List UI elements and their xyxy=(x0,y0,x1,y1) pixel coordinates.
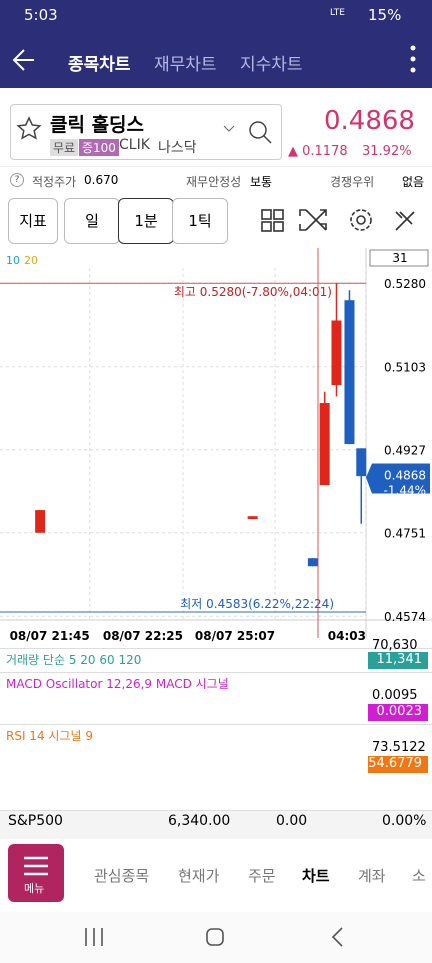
market-value: 6,340.00 xyxy=(168,813,231,829)
stock-box[interactable] xyxy=(10,104,282,160)
market-row xyxy=(0,810,432,839)
x-tick-label: 04:03 xyxy=(328,629,366,643)
tab[interactable]: 재무차트 xyxy=(154,55,217,75)
volume-panel xyxy=(0,648,432,673)
divider xyxy=(0,166,432,167)
y-tick-label: 0.5103 xyxy=(384,361,426,375)
macd-panel xyxy=(0,672,432,725)
legend-entry: 10 xyxy=(6,254,20,267)
legend-entry: 20 xyxy=(24,254,38,267)
system-nav xyxy=(0,912,432,963)
price-tag-label: 0.4868 xyxy=(384,469,426,483)
price-chart: 10 20 31 0.5280 0.5103 0.4927 0.4751 0.4574 08/0… xyxy=(0,248,432,643)
status-network: LTE xyxy=(330,8,345,18)
help-icon[interactable]: ? xyxy=(10,173,24,187)
market-change: 0.00 xyxy=(276,813,308,829)
menu-icon xyxy=(24,856,48,876)
price-change: ▲ 0.1178 xyxy=(288,144,348,159)
search-icons[interactable] xyxy=(220,118,274,146)
stock-name: 클릭 홀딩스 xyxy=(50,114,145,136)
x-tick-label: 08/07 22:25 xyxy=(103,629,183,643)
indicator-title: MACD Oscillator 12,26,9 MACD 시그널 xyxy=(6,677,229,691)
back-button[interactable] xyxy=(10,46,38,74)
status-battery: 15% xyxy=(368,6,402,24)
badge: 증100 xyxy=(79,139,119,156)
exchange: 나스닥 xyxy=(158,140,197,156)
indicator-current: 54.6779 xyxy=(368,756,428,773)
toolbar-icons[interactable] xyxy=(260,206,424,236)
candle-body xyxy=(247,516,258,520)
indicator-current: 11,341 xyxy=(368,652,428,669)
indicator-title: 거래량 단순 5 20 60 120 xyxy=(6,653,142,667)
nav-item[interactable]: 관심종목 xyxy=(94,867,150,885)
favorite-star[interactable] xyxy=(16,116,42,142)
info-label: 경쟁우위 xyxy=(330,175,375,189)
ticker: CLIK xyxy=(119,137,150,153)
status-time: 5:03 xyxy=(24,6,58,24)
price-change-pct: 31.92% xyxy=(362,144,412,159)
price: 0.4868 xyxy=(324,106,415,136)
toolbar-button[interactable]: 1분 xyxy=(118,198,174,244)
period-label: 31 xyxy=(392,251,407,265)
indicator-current: 0.0023 xyxy=(368,704,428,721)
candle-body xyxy=(331,320,342,386)
nav-item[interactable]: 주문 xyxy=(248,867,276,885)
x-tick-label: 08/07 21:45 xyxy=(10,629,90,643)
indicator-title: RSI 14 시그널 9 xyxy=(6,729,93,743)
y-tick-label: 0.4927 xyxy=(384,444,426,458)
nav-item[interactable]: 차트 xyxy=(302,867,330,885)
toolbar-button[interactable]: 1틱 xyxy=(172,198,228,244)
y-tick-label: 0.4751 xyxy=(384,527,426,541)
period-box xyxy=(369,249,429,267)
more-menu[interactable] xyxy=(408,44,418,74)
info-label: 재무안정성 xyxy=(186,175,242,189)
low-annotation: 최저 0.4583(6.22%,22:24) xyxy=(180,597,334,611)
x-tick-label: 08/07 25:07 xyxy=(195,629,275,643)
candle-body xyxy=(319,403,330,486)
nav-item[interactable]: 현재가 xyxy=(178,867,220,885)
indicator-top-value: 70,630 xyxy=(372,638,418,653)
candle-body xyxy=(35,510,46,533)
candle-body xyxy=(344,300,355,445)
candle-body xyxy=(307,558,318,567)
app-header xyxy=(0,0,432,88)
indicator-top-value: 73.5122 xyxy=(372,740,426,755)
info-value: 없음 xyxy=(402,175,425,189)
toolbar-button[interactable]: 지표 xyxy=(8,198,58,244)
rsi-panel xyxy=(0,724,432,777)
tab[interactable]: 지수차트 xyxy=(240,55,303,75)
info-value: 0.670 xyxy=(84,173,119,187)
menu-label: 메뉴 xyxy=(24,882,45,895)
market-name: S&P500 xyxy=(8,813,63,829)
price-tag-change: -1.44% xyxy=(384,484,426,498)
tab[interactable]: 종목차트 xyxy=(68,55,131,75)
indicator-top-value: 0.0095 xyxy=(372,688,418,703)
system-nav-icons[interactable] xyxy=(80,926,360,948)
candle-body xyxy=(356,448,367,477)
nav-item[interactable]: 계좌 xyxy=(358,867,386,885)
badge: 무료 xyxy=(50,139,79,156)
y-tick-label: 0.5280 xyxy=(384,277,426,291)
high-annotation: 최고 0.5280(-7.80%,04:01) xyxy=(174,285,332,299)
toolbar-button[interactable]: 일 xyxy=(64,198,120,244)
info-value: 보통 xyxy=(250,175,273,189)
price-tag xyxy=(366,463,430,494)
market-change-pct: 0.00% xyxy=(382,813,427,829)
nav-item[interactable]: 소 xyxy=(412,867,426,885)
y-tick-label: 0.4574 xyxy=(384,610,426,624)
info-label: 적정주가 xyxy=(32,175,77,189)
